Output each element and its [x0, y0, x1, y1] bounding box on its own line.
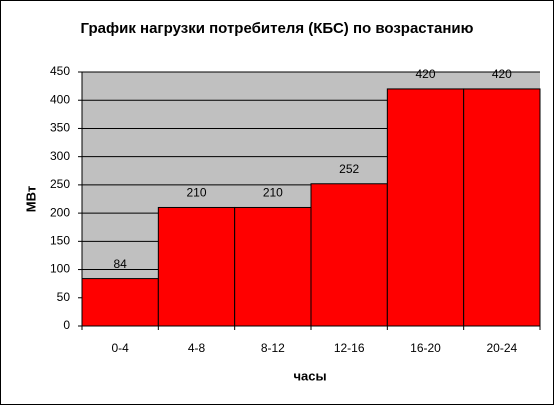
bar — [234, 206, 312, 327]
data-label: 210 — [186, 186, 206, 200]
y-axis-title: МВт — [23, 186, 38, 212]
bar — [386, 88, 465, 327]
x-tick-label: 12-16 — [334, 341, 365, 355]
y-tick-label: 50 — [57, 290, 71, 304]
y-tick-label: 450 — [50, 64, 70, 78]
x-tick-label: 16-20 — [410, 341, 441, 355]
chart-title: График нагрузки потребителя (КБС) по воз… — [81, 20, 474, 37]
y-tick-label: 300 — [50, 149, 70, 163]
bar — [81, 278, 159, 327]
y-tick-label: 100 — [50, 262, 70, 276]
y-tick-label: 400 — [50, 92, 70, 106]
x-tick-label: 20-24 — [486, 341, 517, 355]
y-tick-label: 250 — [50, 177, 70, 191]
y-tick-label: 150 — [50, 234, 70, 248]
x-tick-label: 0-4 — [111, 341, 129, 355]
data-label: 252 — [339, 162, 359, 176]
bar — [463, 88, 541, 327]
data-label: 420 — [415, 67, 435, 81]
y-tick-label: 350 — [50, 121, 70, 135]
data-label: 210 — [263, 186, 283, 200]
y-tick-label: 0 — [63, 318, 70, 332]
x-axis-title: часы — [293, 368, 326, 383]
data-label: 84 — [113, 257, 127, 271]
bar — [157, 206, 236, 327]
x-tick-label: 4-8 — [188, 341, 206, 355]
y-tick-label: 200 — [50, 205, 70, 219]
data-label: 420 — [492, 67, 512, 81]
x-tick-label: 8-12 — [261, 341, 285, 355]
bar — [310, 183, 388, 327]
